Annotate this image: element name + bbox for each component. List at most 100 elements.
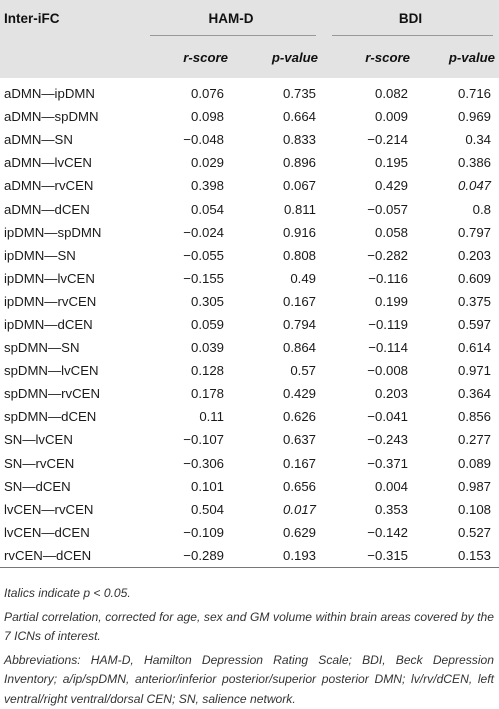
header-ham-d-p-value: p-value (232, 37, 322, 78)
ham-d-r-score-cell: −0.107 (140, 428, 232, 451)
ham-d-p-value-cell: 0.664 (232, 105, 322, 128)
bdi-p-value-cell: 0.047 (414, 174, 499, 197)
row-pair-label: ipDMN—SN (0, 244, 140, 267)
bdi-p-value-cell: 0.089 (414, 452, 499, 475)
row-pair-label: SN—lvCEN (0, 428, 140, 451)
ham-d-r-score-cell: 0.305 (140, 290, 232, 313)
header-bdi-r-score: r-score (322, 37, 414, 78)
bdi-p-value-cell: 0.386 (414, 151, 499, 174)
bdi-r-score-cell: −0.282 (322, 244, 414, 267)
bdi-p-value-cell: 0.364 (414, 382, 499, 405)
header-group-ham-d: HAM-D (140, 0, 322, 37)
bdi-r-score-cell: 0.353 (322, 498, 414, 521)
bdi-p-value-cell: 0.108 (414, 498, 499, 521)
bdi-r-score-cell: 0.195 (322, 151, 414, 174)
ham-d-r-score-cell: −0.024 (140, 221, 232, 244)
row-pair-label: SN—rvCEN (0, 452, 140, 475)
row-pair-label: rvCEN—dCEN (0, 544, 140, 568)
row-pair-label: aDMN—lvCEN (0, 151, 140, 174)
ham-d-p-value-cell: 0.067 (232, 174, 322, 197)
bdi-r-score-cell: −0.371 (322, 452, 414, 475)
inter-ifc-correlation-table: Inter-iFC HAM-D BDI r-score p-value r-sc… (0, 0, 499, 568)
bdi-p-value-cell: 0.8 (414, 197, 499, 220)
bdi-r-score-cell: 0.199 (322, 290, 414, 313)
ham-d-p-value-cell: 0.49 (232, 267, 322, 290)
ham-d-r-score-cell: 0.039 (140, 336, 232, 359)
ham-d-r-score-cell: −0.306 (140, 452, 232, 475)
header-bdi-p-value: p-value (414, 37, 499, 78)
ham-d-p-value-cell: 0.017 (232, 498, 322, 521)
ham-d-p-value-cell: 0.57 (232, 359, 322, 382)
table-footnotes: Italics indicate p < 0.05. Partial corre… (4, 584, 494, 709)
bdi-r-score-cell: 0.009 (322, 105, 414, 128)
ham-d-p-value-cell: 0.193 (232, 544, 322, 568)
ham-d-p-value-cell: 0.167 (232, 290, 322, 313)
row-pair-label: spDMN—rvCEN (0, 382, 140, 405)
row-pair-label: spDMN—SN (0, 336, 140, 359)
bdi-r-score-cell: 0.004 (322, 475, 414, 498)
ham-d-p-value-cell: 0.626 (232, 405, 322, 428)
bdi-r-score-cell: −0.008 (322, 359, 414, 382)
ham-d-r-score-cell: 0.11 (140, 405, 232, 428)
ham-d-p-value-cell: 0.808 (232, 244, 322, 267)
bdi-r-score-cell: 0.058 (322, 221, 414, 244)
row-pair-label: spDMN—dCEN (0, 405, 140, 428)
header-inter-ifc: Inter-iFC (0, 0, 140, 37)
bdi-p-value-cell: 0.597 (414, 313, 499, 336)
ham-d-p-value-cell: 0.896 (232, 151, 322, 174)
row-pair-label: aDMN—spDMN (0, 105, 140, 128)
bdi-r-score-cell: −0.057 (322, 197, 414, 220)
bdi-p-value-cell: 0.856 (414, 405, 499, 428)
ham-d-p-value-cell: 0.794 (232, 313, 322, 336)
correlation-table-container: Inter-iFC HAM-D BDI r-score p-value r-sc… (0, 0, 499, 568)
ham-d-r-score-cell: 0.398 (140, 174, 232, 197)
row-pair-label: ipDMN—dCEN (0, 313, 140, 336)
header-blank (0, 37, 140, 78)
bdi-r-score-cell: 0.203 (322, 382, 414, 405)
ham-d-r-score-cell: 0.504 (140, 498, 232, 521)
bdi-p-value-cell: 0.716 (414, 78, 499, 105)
bdi-r-score-cell: 0.429 (322, 174, 414, 197)
row-pair-label: aDMN—dCEN (0, 197, 140, 220)
bdi-p-value-cell: 0.153 (414, 544, 499, 568)
ham-d-r-score-cell: −0.055 (140, 244, 232, 267)
ham-d-r-score-cell: −0.109 (140, 521, 232, 544)
footnote-italics: Italics indicate p < 0.05. (4, 584, 494, 604)
ham-d-r-score-cell: −0.048 (140, 128, 232, 151)
bdi-p-value-cell: 0.987 (414, 475, 499, 498)
row-pair-label: aDMN—ipDMN (0, 78, 140, 105)
bdi-r-score-cell: −0.116 (322, 267, 414, 290)
ham-d-r-score-cell: 0.059 (140, 313, 232, 336)
bdi-p-value-cell: 0.971 (414, 359, 499, 382)
bdi-r-score-cell: −0.142 (322, 521, 414, 544)
ham-d-p-value-cell: 0.429 (232, 382, 322, 405)
ham-d-p-value-cell: 0.833 (232, 128, 322, 151)
ham-d-r-score-cell: −0.155 (140, 267, 232, 290)
bdi-p-value-cell: 0.375 (414, 290, 499, 313)
row-pair-label: lvCEN—dCEN (0, 521, 140, 544)
bdi-r-score-cell: 0.082 (322, 78, 414, 105)
ham-d-r-score-cell: 0.029 (140, 151, 232, 174)
row-pair-label: ipDMN—spDMN (0, 221, 140, 244)
bdi-r-score-cell: −0.243 (322, 428, 414, 451)
bdi-p-value-cell: 0.203 (414, 244, 499, 267)
bdi-r-score-cell: −0.041 (322, 405, 414, 428)
header-ham-d-r-score: r-score (140, 37, 232, 78)
ham-d-r-score-cell: 0.054 (140, 197, 232, 220)
ham-d-r-score-cell: 0.098 (140, 105, 232, 128)
ham-d-p-value-cell: 0.167 (232, 452, 322, 475)
